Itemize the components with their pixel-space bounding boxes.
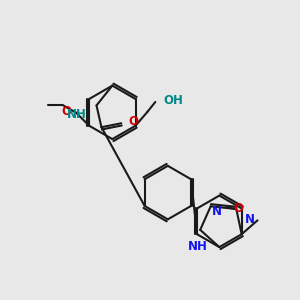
Text: OH: OH [163,94,183,107]
Text: NH: NH [188,240,208,253]
Text: O: O [233,202,244,215]
Text: NH: NH [67,108,87,122]
Text: O: O [128,115,138,128]
Text: N: N [212,206,222,218]
Text: N: N [244,213,255,226]
Text: O: O [61,105,71,119]
